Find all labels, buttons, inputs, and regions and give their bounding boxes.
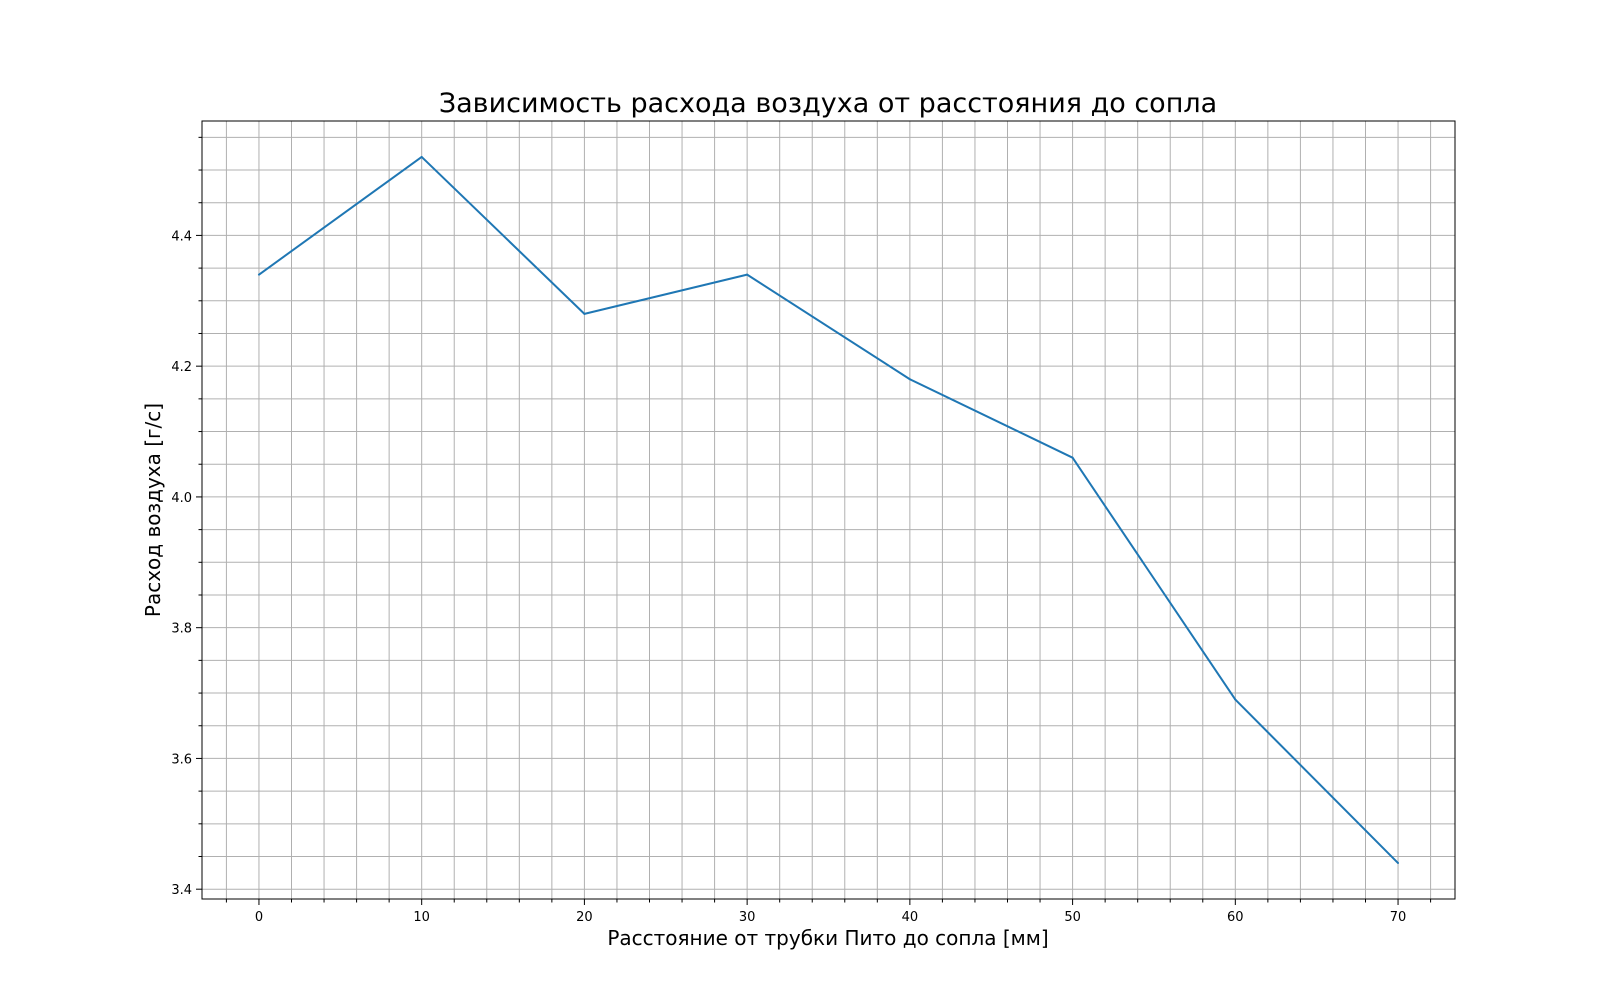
- plot-frame: [201, 120, 1456, 900]
- data-point: [1234, 698, 1237, 701]
- x-tick-label: 20: [576, 910, 593, 925]
- data-point: [257, 273, 260, 276]
- ticks: 0 10 20 30 40 50 60 70 3.4 3.6 3.8 4.0 4.2 4.4: [171, 136, 1432, 925]
- data-point: [908, 378, 911, 381]
- chart-title: Зависимость расхода воздуха от расстояни…: [439, 88, 1217, 119]
- data-point: [420, 155, 423, 158]
- grid: [202, 121, 1455, 899]
- x-tick-label: 10: [413, 910, 430, 925]
- x-tick-label: 50: [1064, 910, 1081, 925]
- data-point: [746, 273, 749, 276]
- x-axis-label: Расстояние от трубки Пито до сопла [мм]: [607, 926, 1048, 950]
- x-tick-label: 60: [1227, 910, 1244, 925]
- y-tick-label: 4.2: [171, 360, 192, 375]
- data-point: [583, 312, 586, 315]
- y-tick-label: 3.8: [171, 622, 192, 637]
- series: [257, 155, 1400, 865]
- x-tick-label: 30: [739, 910, 756, 925]
- y-tick-label: 3.6: [171, 752, 192, 767]
- y-tick-label: 3.4: [171, 883, 192, 898]
- y-tick-label: 4.4: [171, 229, 192, 244]
- series-line: [258, 155, 1399, 864]
- data-point: [1071, 456, 1074, 459]
- y-axis-label: Расход воздуха [г/с]: [141, 403, 165, 617]
- x-tick-label: 40: [902, 910, 919, 925]
- x-tick-label: 70: [1390, 910, 1407, 925]
- y-tick-label: 4.0: [171, 491, 192, 506]
- x-tick-label: 0: [255, 910, 263, 925]
- data-point: [1397, 862, 1400, 865]
